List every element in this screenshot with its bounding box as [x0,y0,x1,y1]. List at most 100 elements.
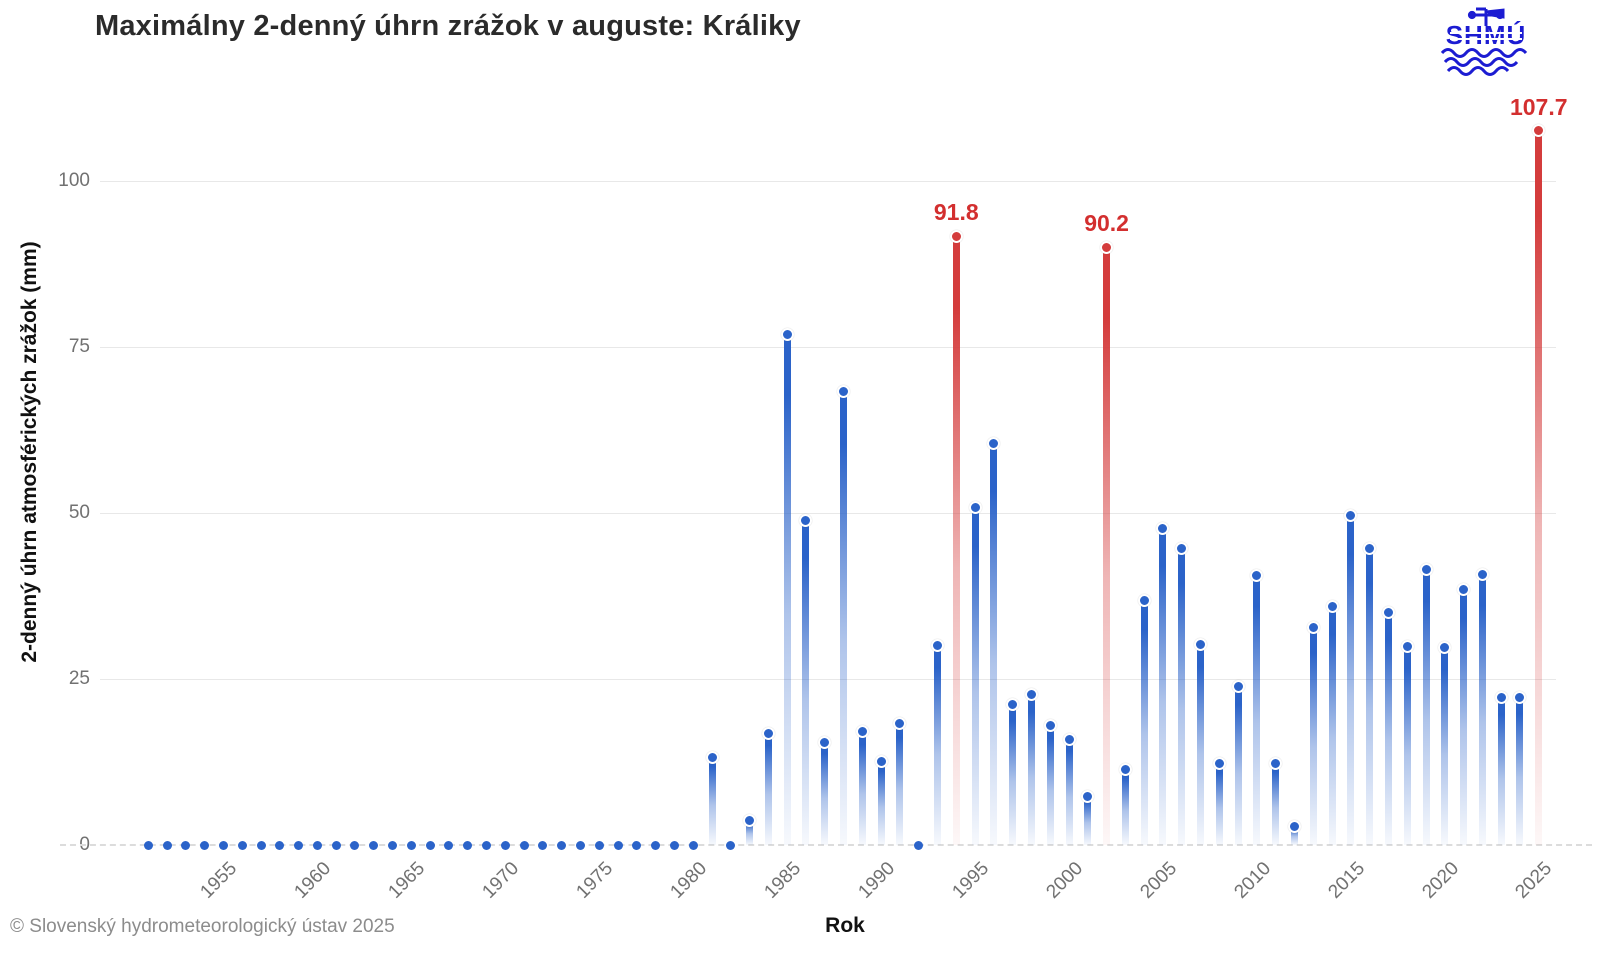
bar-marker[interactable] [1438,640,1452,654]
value-bar[interactable] [1441,646,1449,845]
bar-marker[interactable] [1081,790,1095,804]
zero-value-dot[interactable] [669,840,679,850]
zero-value-dot[interactable] [200,840,210,850]
zero-value-dot[interactable] [388,840,398,850]
bar-marker[interactable] [1212,757,1226,771]
bar-marker[interactable] [761,726,775,740]
bar-marker[interactable] [799,514,813,528]
bar-marker[interactable] [1118,763,1132,777]
zero-value-dot[interactable] [406,840,416,850]
zero-value-dot[interactable] [613,840,623,850]
zero-value-dot[interactable] [294,840,304,850]
bar-marker[interactable] [1363,542,1377,556]
bar-marker[interactable] [818,735,832,749]
bar-marker[interactable] [1194,637,1208,651]
zero-value-dot[interactable] [350,840,360,850]
value-bar[interactable] [764,732,772,845]
bar-marker[interactable] [705,750,719,764]
value-bar[interactable] [1027,693,1035,845]
value-bar[interactable] [877,760,885,845]
bar-marker[interactable] [1494,691,1508,705]
bar-marker[interactable] [1513,690,1527,704]
value-bar[interactable] [1121,768,1129,845]
value-bar[interactable] [1215,762,1223,845]
zero-value-dot[interactable] [482,840,492,850]
record-bar-marker[interactable] [949,229,963,243]
bar-marker[interactable] [930,638,944,652]
bar-marker[interactable] [1457,582,1471,596]
value-bar[interactable] [858,730,866,845]
value-bar[interactable] [708,756,716,845]
bar-marker[interactable] [1231,680,1245,694]
value-bar[interactable] [1290,825,1298,845]
value-bar[interactable] [933,644,941,845]
value-bar[interactable] [1084,795,1092,845]
zero-value-dot[interactable] [256,840,266,850]
zero-value-dot[interactable] [632,840,642,850]
bar-marker[interactable] [1137,594,1151,608]
value-bar[interactable] [1384,611,1392,845]
bar-marker[interactable] [1475,567,1489,581]
bar-marker[interactable] [1344,509,1358,523]
zero-value-dot[interactable] [538,840,548,850]
value-bar[interactable] [971,506,979,845]
bar-marker[interactable] [874,755,888,769]
record-bar[interactable] [1103,246,1111,845]
bar-marker[interactable] [987,437,1001,451]
value-bar[interactable] [1197,643,1205,845]
zero-value-dot[interactable] [143,840,153,850]
value-bar[interactable] [783,333,791,845]
zero-value-dot[interactable] [444,840,454,850]
bar-marker[interactable] [968,500,982,514]
value-bar[interactable] [1328,605,1336,845]
zero-value-dot[interactable] [519,840,529,850]
record-bar-marker[interactable] [1532,124,1546,138]
bar-marker[interactable] [1156,522,1170,536]
value-bar[interactable] [1497,696,1505,845]
zero-value-dot[interactable] [463,840,473,850]
zero-value-dot[interactable] [500,840,510,850]
zero-value-dot[interactable] [557,840,567,850]
zero-value-dot[interactable] [162,840,172,850]
zero-value-dot[interactable] [218,840,228,850]
zero-value-dot[interactable] [651,840,661,850]
value-bar[interactable] [896,722,904,845]
value-bar[interactable] [1403,645,1411,845]
bar-marker[interactable] [837,384,851,398]
value-bar[interactable] [1234,685,1242,845]
value-bar[interactable] [1140,599,1148,845]
value-bar[interactable] [1178,547,1186,845]
bar-marker[interactable] [1306,621,1320,635]
value-bar[interactable] [990,442,998,845]
zero-value-dot[interactable] [575,840,585,850]
zero-value-dot[interactable] [425,840,435,850]
zero-value-dot[interactable] [312,840,322,850]
value-bar[interactable] [1253,574,1261,845]
value-bar[interactable] [1159,527,1167,845]
value-bar[interactable] [1309,626,1317,845]
bar-marker[interactable] [893,717,907,731]
record-bar-marker[interactable] [1100,240,1114,254]
value-bar[interactable] [1065,738,1073,845]
bar-marker[interactable] [1062,732,1076,746]
value-bar[interactable] [840,390,848,845]
bar-marker[interactable] [1381,606,1395,620]
bar-marker[interactable] [1419,562,1433,576]
value-bar[interactable] [746,819,754,845]
bar-marker[interactable] [1043,718,1057,732]
value-bar[interactable] [1478,573,1486,845]
bar-marker[interactable] [855,725,869,739]
bar-marker[interactable] [1269,756,1283,770]
value-bar[interactable] [1347,514,1355,845]
bar-marker[interactable] [1006,698,1020,712]
bar-marker[interactable] [1250,568,1264,582]
value-bar[interactable] [1366,547,1374,845]
bar-marker[interactable] [1175,542,1189,556]
zero-value-dot[interactable] [181,840,191,850]
value-bar[interactable] [821,741,829,845]
bar-marker[interactable] [1024,688,1038,702]
value-bar[interactable] [802,519,810,845]
bar-marker[interactable] [1325,600,1339,614]
record-bar[interactable] [952,235,960,845]
zero-value-dot[interactable] [331,840,341,850]
